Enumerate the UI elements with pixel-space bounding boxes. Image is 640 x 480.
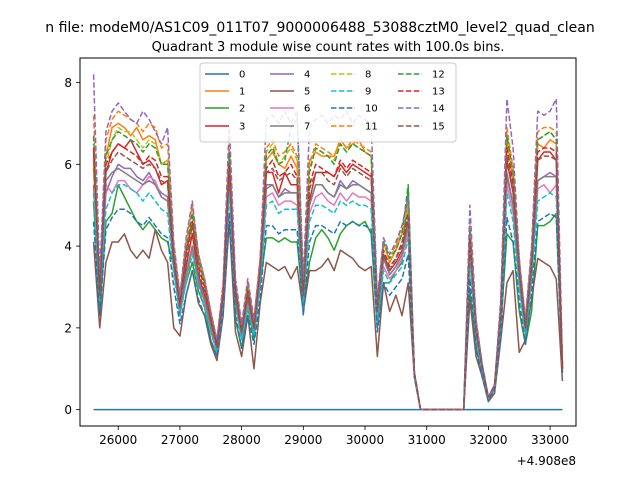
- legend-label-12: 12: [432, 70, 445, 81]
- y-tick-label: 4: [64, 240, 72, 254]
- series-line-5: [92, 220, 564, 411]
- legend-label-2: 2: [239, 104, 245, 115]
- legend-label-11: 11: [365, 122, 378, 133]
- series-line-7: [92, 167, 564, 411]
- series-line-9: [92, 184, 564, 411]
- x-tick-label: 32000: [469, 433, 507, 447]
- y-tick-label: 8: [64, 76, 72, 90]
- series-line-13: [92, 143, 564, 411]
- legend-label-3: 3: [239, 122, 245, 133]
- y-axis: 0 2 4 6 8: [64, 76, 80, 417]
- x-tick-label: 28000: [223, 433, 261, 447]
- x-tick-label: 27000: [161, 433, 199, 447]
- legend-label-9: 9: [365, 87, 371, 98]
- x-offset-label: +4.908e8: [517, 454, 576, 468]
- legend-label-0: 0: [239, 70, 245, 81]
- legend-label-15: 15: [432, 122, 445, 133]
- legend-label-1: 1: [239, 87, 245, 98]
- x-tick-label: 33000: [531, 433, 569, 447]
- axes-frame: [79, 57, 577, 427]
- y-tick-label: 0: [64, 403, 72, 417]
- legend-label-10: 10: [365, 104, 378, 115]
- series-line-15: [92, 151, 564, 411]
- legend-frame: [199, 62, 457, 143]
- legend-label-6: 6: [304, 104, 310, 115]
- series-line-1: [92, 122, 564, 411]
- chart-title: Quadrant 3 module wise count rates with …: [152, 40, 505, 55]
- y-tick-label: 2: [64, 321, 72, 335]
- x-tick-label: 31000: [408, 433, 446, 447]
- legend-label-14: 14: [432, 104, 445, 115]
- series-line-8: [92, 126, 564, 411]
- series-line-10: [92, 208, 564, 411]
- x-tick-label: 26000: [99, 433, 137, 447]
- legend-label-5: 5: [304, 87, 310, 98]
- x-tick-label: 30000: [346, 433, 384, 447]
- legend-label-7: 7: [304, 122, 310, 133]
- legend-label-8: 8: [365, 70, 371, 81]
- figure-suptitle: n file: modeM0/AS1C09_011T07_9000006488_…: [45, 20, 594, 36]
- legend-label-13: 13: [432, 87, 445, 98]
- y-tick-label: 6: [64, 158, 72, 172]
- legend-label-4: 4: [304, 70, 310, 81]
- x-axis: 26000 27000 28000 29000 30000 31000 32000 33000: [99, 426, 569, 447]
- series-line-2: [92, 167, 564, 411]
- x-tick-label: 29000: [284, 433, 322, 447]
- series-line-11: [92, 110, 564, 411]
